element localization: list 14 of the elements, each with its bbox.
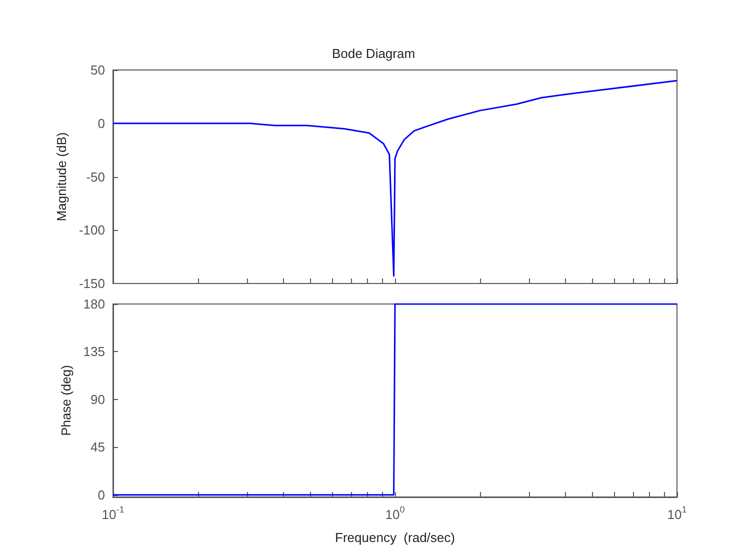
y-tick-label: 45 (90, 440, 105, 455)
y-tick-label: 0 (98, 116, 105, 131)
y-tick-label: -150 (78, 276, 105, 291)
y-tick-label: -100 (78, 222, 105, 238)
y-axis-title: Magnitude (dB) (54, 132, 70, 222)
y-axis-title: Phase (deg) (58, 365, 74, 436)
y-tick-label: 0 (98, 487, 105, 502)
chart-title: Bode Diagram (332, 46, 416, 61)
y-tick-label: -50 (86, 169, 105, 184)
y-tick-label: 180 (83, 296, 105, 312)
y-tick-label: 90 (90, 392, 105, 407)
y-tick-label: 50 (90, 62, 105, 78)
y-tick-label: 135 (83, 344, 105, 360)
x-axis-title: Frequency (rad/sec) (335, 530, 455, 545)
